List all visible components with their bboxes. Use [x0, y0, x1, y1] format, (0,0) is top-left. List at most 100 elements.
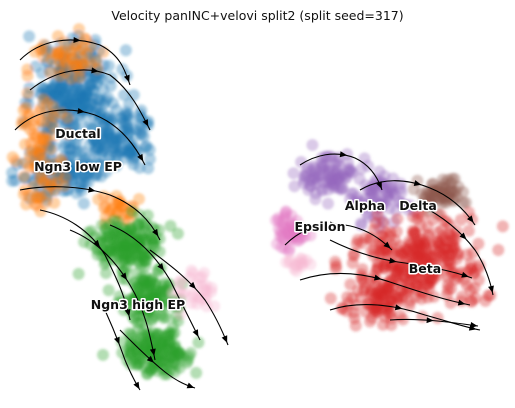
cell-point — [62, 127, 74, 140]
cell-point — [446, 172, 459, 185]
chart-title: Velocity panINC+velovi split2 (split see… — [111, 8, 404, 23]
streamline — [19, 39, 131, 86]
cell-point — [81, 47, 94, 60]
cell-point — [119, 44, 132, 57]
cell-point — [349, 319, 362, 332]
cell-point — [208, 300, 221, 313]
cell-point — [492, 244, 505, 256]
cell-point — [103, 150, 116, 163]
cell-point — [48, 196, 61, 209]
cell-point — [336, 168, 349, 181]
cell-point — [28, 161, 41, 174]
streamline — [29, 69, 151, 131]
streamline — [389, 318, 479, 327]
cell-point — [91, 77, 104, 90]
stream-arrowhead — [146, 355, 154, 363]
cell-point — [391, 213, 404, 225]
stream-arrowhead — [466, 215, 474, 223]
stream-arrowhead — [73, 37, 81, 44]
cell-point — [205, 281, 218, 294]
cell-point — [69, 146, 82, 159]
streamline — [39, 209, 131, 321]
cell-point — [347, 306, 360, 319]
cell-point — [454, 213, 467, 226]
cell-point — [114, 194, 127, 207]
cell-point — [44, 163, 57, 176]
streamline — [19, 186, 161, 241]
cell-point — [306, 139, 319, 151]
cell-point — [58, 141, 71, 154]
cell-point — [134, 352, 147, 365]
cell-point — [166, 287, 179, 299]
streamline — [119, 329, 196, 389]
cell-point — [324, 292, 337, 305]
cell-point — [411, 212, 424, 225]
cell-point — [450, 225, 463, 238]
cell-point — [385, 292, 398, 305]
cell-point — [54, 70, 67, 83]
cell-point — [496, 220, 509, 233]
stream-arrowhead — [152, 228, 159, 237]
streamline — [329, 304, 481, 331]
cell-point — [147, 289, 160, 302]
cell-point — [134, 127, 147, 140]
streamline — [109, 224, 201, 341]
cell-point — [90, 55, 102, 68]
cell-point — [145, 314, 158, 327]
cell-point — [472, 237, 485, 250]
cell-point — [140, 299, 153, 312]
cell-point — [92, 157, 105, 170]
cell-point — [327, 181, 340, 194]
cell-point — [315, 157, 328, 169]
cell-point — [365, 311, 378, 324]
cell-point — [287, 167, 300, 180]
cell-point — [23, 30, 36, 43]
cell-point — [37, 93, 50, 106]
cell-point — [424, 272, 437, 285]
cell-point — [72, 267, 85, 280]
cell-point — [174, 307, 187, 320]
cell-point — [34, 103, 47, 116]
cell-point — [100, 267, 112, 279]
cell-point — [97, 46, 110, 59]
streamline — [329, 239, 473, 279]
cell-point — [421, 220, 434, 233]
stream-arrowhead — [124, 308, 131, 317]
stream-arrowhead — [149, 348, 156, 356]
cell-point — [336, 182, 349, 195]
cell-point — [102, 226, 115, 239]
cell-point — [115, 227, 128, 240]
cell-point — [77, 197, 90, 210]
stream-arrowhead — [123, 74, 130, 83]
cell-point — [356, 273, 369, 286]
cell-point — [46, 47, 59, 60]
cell-point — [52, 30, 64, 43]
cell-point — [17, 188, 30, 201]
cell-point — [472, 262, 484, 275]
cell-point — [193, 272, 206, 284]
cell-point — [51, 176, 64, 189]
cell-point — [192, 336, 205, 349]
cell-point — [200, 290, 212, 303]
cell-point — [37, 50, 50, 63]
cell-point — [136, 218, 149, 231]
streamline — [149, 249, 229, 346]
cell-point — [164, 220, 177, 232]
cell-point — [20, 198, 33, 211]
stream-arrowhead — [330, 221, 338, 228]
cell-point — [98, 97, 111, 110]
cell-point — [172, 347, 185, 359]
streamline — [359, 180, 476, 226]
stream-arrowhead — [77, 107, 85, 114]
cluster-label-ngn3-low-ep: Ngn3 low EP — [34, 159, 122, 174]
cell-point — [355, 237, 368, 250]
cell-point — [37, 116, 50, 128]
streamline — [99, 299, 141, 391]
cell-point — [21, 63, 34, 76]
cell-point — [44, 66, 57, 79]
cell-point — [442, 278, 454, 291]
cell-point — [360, 201, 372, 214]
cell-point — [286, 223, 299, 236]
cluster-label-alpha: Alpha — [345, 198, 385, 213]
